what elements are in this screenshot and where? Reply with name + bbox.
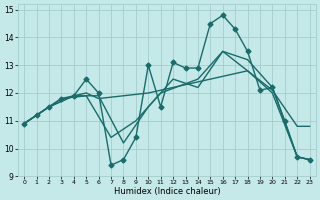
X-axis label: Humidex (Indice chaleur): Humidex (Indice chaleur)	[114, 187, 220, 196]
